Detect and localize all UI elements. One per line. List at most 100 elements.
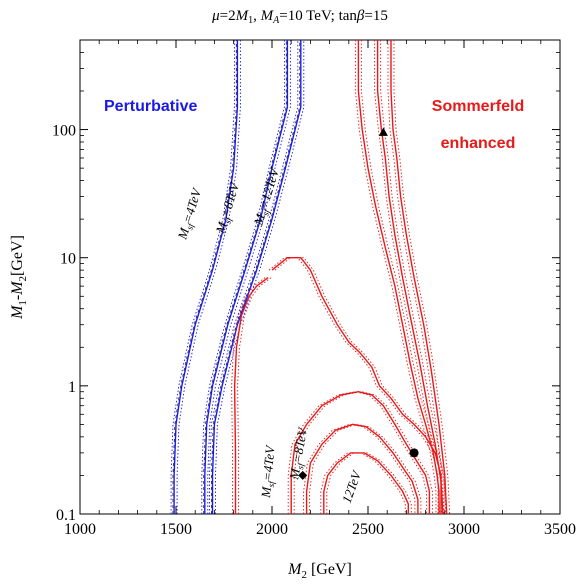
y-axis-label-m1: M	[9, 304, 26, 320]
region-label-enhanced: enhanced	[441, 135, 516, 152]
perturbative-contour-line	[173, 40, 239, 514]
x-tick-label: 2000	[256, 521, 288, 538]
y-tick-label: 10	[60, 251, 76, 268]
title-m: M	[235, 8, 250, 24]
sommerfeld-contour-band	[320, 452, 406, 514]
label-sf: sf	[266, 479, 277, 487]
sommerfeld-contour-line	[376, 40, 444, 514]
perturbative-contour-band	[215, 40, 305, 514]
sommerfeld-contour	[320, 452, 412, 514]
label-sf: sf	[184, 221, 196, 231]
contour-label-red-12tev: 12TeV	[339, 467, 365, 505]
sommerfeld-contour	[231, 277, 272, 514]
label-value: 12TeV	[339, 467, 365, 505]
title-beta: β	[356, 8, 365, 24]
sommerfeld-contour	[387, 40, 451, 514]
contour-label-red-8tev: Msf=8TeV	[286, 425, 312, 482]
y-axis-label-unit: [GeV]	[9, 235, 26, 276]
sommerfeld-contour-band	[380, 40, 447, 514]
x-tick-label: 1000	[64, 521, 96, 538]
sommerfeld-contour-band	[237, 277, 272, 514]
contour-label-blue-4tev: Msf=4TeV	[174, 185, 206, 243]
label-m: M	[286, 466, 303, 481]
sommerfeld-contour-band	[360, 40, 443, 514]
label-value: =8TeV	[289, 425, 310, 464]
label-sf: sf	[260, 207, 272, 217]
perturbative-contour	[170, 40, 241, 514]
perturbative-contour-core	[203, 40, 287, 514]
sommerfeld-contour-line	[290, 390, 431, 514]
sommerfeld-contour-band	[303, 423, 416, 514]
y-axis-label-m2: M	[9, 280, 26, 296]
x-tick-label: 2500	[352, 521, 384, 538]
sommerfeld-contour	[374, 40, 447, 514]
sommerfeld-contour-line	[305, 423, 419, 514]
perturbative-contour	[201, 40, 291, 514]
sommerfeld-contour-line	[390, 40, 448, 514]
perturbative-contour-band	[176, 40, 241, 514]
sommerfeld-contour-line	[271, 257, 442, 514]
contour-label-blue-8tev: Msf=8TeV	[212, 179, 244, 237]
y-axis-label-s1: 1	[17, 300, 29, 306]
x-axis-label-m: M	[287, 561, 303, 578]
title-eq2: =10 TeV; tan	[279, 8, 357, 24]
y-tick-label: 0.1	[56, 507, 76, 524]
y-axis-label-dash: -	[9, 295, 26, 300]
y-tick-label: 100	[52, 123, 76, 140]
perturbative-contour-band	[170, 40, 235, 514]
y-axis-label: M1-M2[GeV]	[9, 235, 29, 320]
label-value: =4TeV	[179, 185, 204, 225]
sommerfeld-contour	[354, 40, 443, 514]
sommerfeld-contour-band	[387, 40, 445, 514]
sommerfeld-contour-band	[287, 391, 427, 514]
marker-circle	[409, 448, 419, 458]
label-value: =12TeV	[255, 165, 282, 211]
title-mu: μ	[211, 8, 220, 24]
x-axis-label: M2 [GeV]	[287, 561, 352, 581]
x-tick-label: 1500	[160, 521, 192, 538]
contour-label-red-4tev: Msf=4TeV	[258, 443, 280, 499]
label-sf: sf	[222, 215, 234, 225]
title-subA: A	[272, 15, 280, 26]
x-axis-label-sub: 2	[301, 569, 307, 581]
label-value: =8TeV	[217, 179, 242, 219]
sommerfeld-contour-line	[323, 452, 409, 514]
sommerfeld-contour-band	[231, 277, 266, 514]
perturbative-contour-band	[207, 40, 291, 514]
sommerfeld-contour-band	[354, 40, 437, 514]
perturbative-contour-band	[209, 40, 299, 514]
plot-frame	[79, 39, 561, 515]
x-axis-label-unit: [GeV]	[307, 561, 352, 578]
sommerfeld-contour-band	[393, 40, 451, 514]
label-sf: sf	[295, 461, 306, 470]
title-eq1: =2	[220, 8, 236, 24]
sommerfeld-contour-band	[268, 257, 439, 514]
y-tick-label: 1	[68, 379, 76, 396]
title-ma: M	[260, 8, 275, 24]
sommerfeld-contour-line	[233, 277, 269, 514]
sommerfeld-contour-line	[357, 40, 440, 514]
perturbative-contour-line	[204, 40, 289, 514]
x-tick-label: 3000	[448, 521, 480, 538]
perturbative-contour-band	[201, 40, 285, 514]
x-tick-label: 3500	[544, 521, 576, 538]
title-sub1: 1	[248, 15, 253, 26]
chart-title: μ=2M1, MA=10 TeV; tanβ=15	[211, 8, 388, 26]
region-label-perturbative: Perturbative	[104, 98, 197, 115]
region-label-sommerfeld: Sommerfeld	[432, 98, 524, 115]
y-axis-label-s2: 2	[17, 276, 29, 282]
perturbative-contour	[209, 40, 305, 514]
sommerfeld-contour-band	[374, 40, 441, 514]
label-value: =4TeV	[260, 443, 278, 481]
sommerfeld-contour-band	[309, 423, 422, 514]
perturbative-contour-line	[211, 40, 302, 514]
sommerfeld-contour	[287, 390, 433, 514]
contour-label-blue-12tev: Msf=12TeV	[250, 165, 284, 229]
title-eq3: =15	[364, 8, 387, 24]
sommerfeld-contour-band	[326, 452, 412, 514]
title-sep1: ,	[253, 8, 261, 24]
sommerfeld-contour	[303, 423, 422, 514]
label-m: M	[258, 485, 274, 499]
marker-triangle	[378, 127, 388, 136]
